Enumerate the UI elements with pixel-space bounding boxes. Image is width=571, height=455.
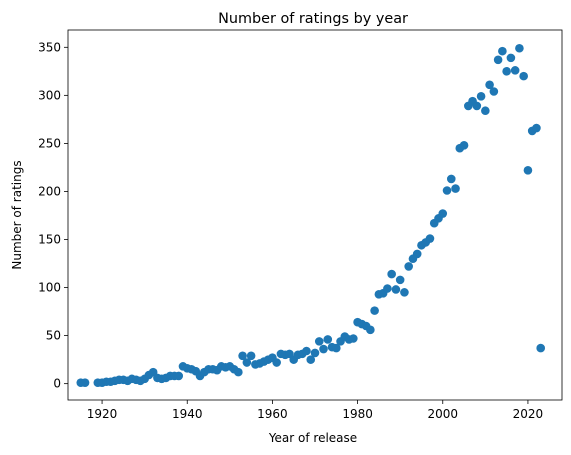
data-point [395,275,405,285]
data-point [387,269,396,279]
data-point [506,53,516,63]
y-tick-label: 100 [38,281,61,295]
data-point [438,209,448,218]
data-point [391,285,401,294]
data-point [498,46,507,56]
x-axis-label: Year of release [268,431,357,445]
data-point [400,288,409,297]
data-point [319,344,328,354]
data-point [383,284,392,293]
data-point [331,343,341,353]
data-point [310,348,320,358]
data-point [472,101,482,111]
data-point [306,355,316,364]
data-point [314,337,324,346]
plot-frame [67,29,563,401]
x-tick-label: 1940 [172,407,203,421]
chart-title: Number of ratings by year [218,11,408,27]
data-points [76,43,546,388]
data-point [242,358,252,367]
data-point [349,334,358,343]
y-tick-label: 300 [38,88,61,102]
y-tick-label: 150 [38,233,61,247]
data-point [412,249,422,259]
data-point [523,166,533,175]
x-tick-label: 2000 [427,407,458,421]
data-point [404,262,413,271]
x-tick-label: 1920 [87,407,118,421]
data-point [446,174,456,184]
data-point [323,335,333,344]
data-point [174,371,184,381]
data-point [451,184,460,193]
y-axis-ticks: 0 50 100 150 200 250 300 350 [38,40,68,391]
data-point [493,55,503,65]
x-tick-label: 1980 [342,407,373,421]
data-point [246,351,256,361]
data-point [532,123,541,133]
data-point [489,87,499,96]
data-point [459,141,469,150]
y-tick-label: 350 [38,40,61,54]
data-point [272,358,281,367]
data-point [370,306,379,315]
data-point [234,367,243,377]
x-axis-ticks: 1920 1940 1960 1980 2000 2020 [87,400,543,421]
data-point [238,351,247,361]
y-axis-label: Number of ratings [10,160,24,269]
y-tick-label: 200 [38,184,61,198]
data-point [481,106,490,116]
y-tick-label: 250 [38,136,61,150]
data-point [80,378,90,388]
data-point [510,66,520,75]
data-point [302,346,311,356]
data-point [442,186,452,195]
data-point [366,325,375,335]
data-point [425,234,435,243]
data-point [536,343,546,353]
x-tick-label: 2020 [513,407,544,421]
data-point [485,80,494,90]
data-point [519,71,528,81]
data-point [502,67,511,76]
y-tick-label: 0 [53,377,61,391]
data-point [476,92,486,101]
x-tick-label: 1960 [257,407,288,421]
data-point [515,43,524,53]
y-tick-label: 50 [46,329,61,343]
